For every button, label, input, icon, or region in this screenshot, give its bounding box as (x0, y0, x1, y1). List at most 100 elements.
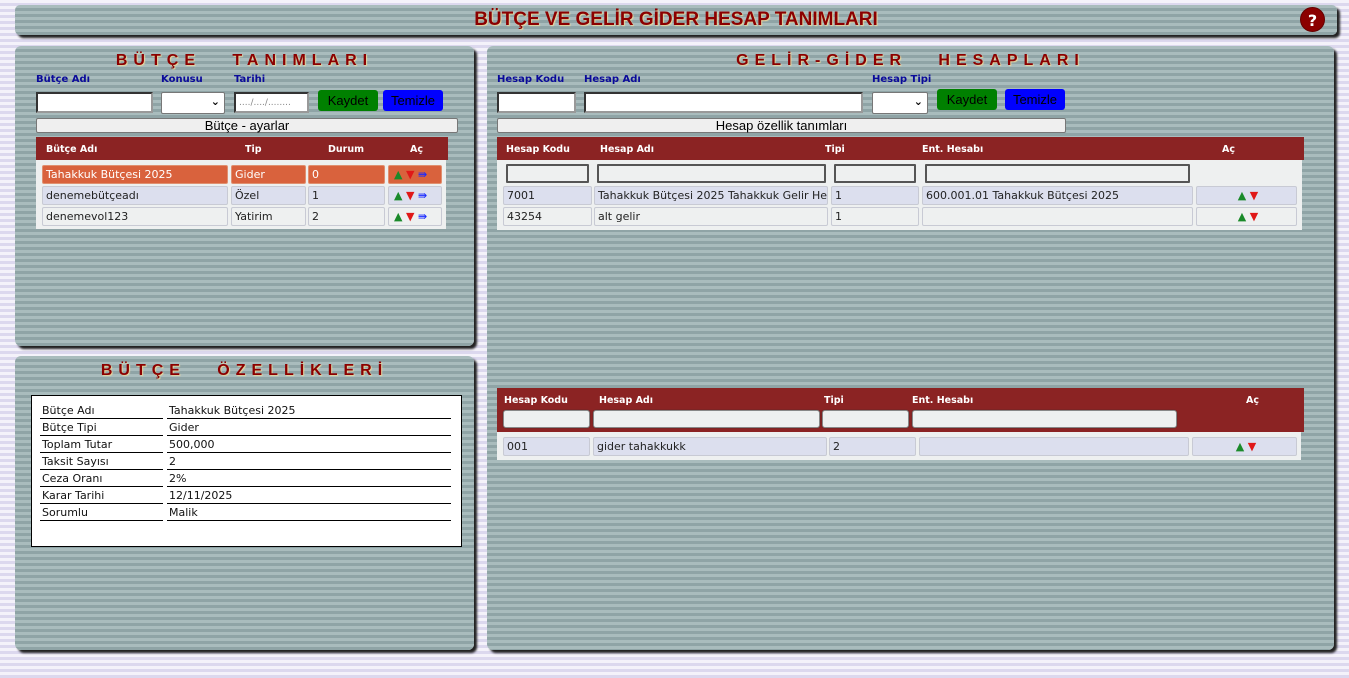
account-code-cell[interactable]: 001 (503, 437, 590, 456)
move-down-icon[interactable]: ▼ (405, 189, 418, 202)
account-type-cell: 1 (831, 186, 919, 205)
subject-select[interactable]: ⌄ (161, 92, 225, 114)
account-clear-button[interactable]: Temizle (1005, 89, 1065, 110)
open-arrow-icon[interactable]: ⇛ (417, 189, 428, 202)
budget-name-cell[interactable]: Tahakkuk Bütçesi 2025 (42, 165, 228, 184)
budget-type-cell: Gider (231, 165, 306, 184)
col-account-code: Hesap Kodu (506, 144, 570, 155)
move-up-icon[interactable]: ▲ (1237, 210, 1250, 223)
clear-button[interactable]: Temizle (383, 90, 443, 111)
property-value: 500,000 (167, 437, 451, 453)
income-table-header: Hesap Kodu Hesap Adı Tipi Ent. Hesabı Aç (497, 137, 1304, 160)
ent-account-cell (919, 437, 1189, 456)
budget-table-body: Tahakkuk Bütçesi 2025 Gider 0 ▲ ▼ ⇛ denemeb… (36, 160, 446, 229)
account-name-label: Hesap Adı (584, 74, 641, 85)
row-actions: ▲ ▼ ⇛ (388, 207, 442, 226)
filter-ent-input[interactable] (925, 164, 1190, 183)
property-value: 12/11/2025 (167, 488, 451, 504)
property-label: Bütçe Adı (40, 403, 163, 419)
budget-type-cell: Yatirim (231, 207, 306, 226)
move-down-icon[interactable]: ▼ (405, 210, 418, 223)
filter-name-input[interactable] (597, 164, 826, 183)
filter-type-input[interactable] (834, 164, 916, 183)
move-up-icon[interactable]: ▲ (1237, 189, 1250, 202)
col-open: Aç (410, 144, 423, 155)
account-code-label: Hesap Kodu (497, 74, 565, 85)
date-label: Tarihi (234, 74, 266, 85)
ent-account-cell (922, 207, 1193, 226)
account-code-input[interactable] (497, 92, 576, 113)
move-up-icon[interactable]: ▲ (394, 168, 406, 181)
budget-definitions-panel: BÜTÇE TANIMLARI Bütçe Adı Konusu Tarihi … (15, 46, 474, 346)
row-actions: ▲ ▼ (1196, 207, 1297, 226)
account-properties-bar[interactable]: Hesap özellik tanımları (497, 118, 1066, 133)
account-type-cell: 2 (829, 437, 916, 456)
save-button[interactable]: Kaydet (318, 90, 378, 111)
move-down-icon[interactable]: ▼ (405, 168, 418, 181)
filter-ent-input[interactable] (912, 410, 1177, 428)
account-code-cell[interactable]: 43254 (503, 207, 592, 226)
property-value: 2 (167, 454, 451, 470)
account-type-cell: 1 (831, 207, 919, 226)
col-account-type: Tipi (825, 144, 845, 155)
properties-box: Bütçe Adı Tahakkuk Bütçesi 2025 Bütçe Tipi… (31, 395, 462, 547)
filter-code-input[interactable] (503, 410, 590, 428)
open-arrow-icon[interactable]: ⇛ (417, 168, 428, 181)
row-actions: ▲ ▼ (1192, 437, 1297, 456)
account-type-select[interactable]: ⌄ (872, 92, 928, 114)
chevron-down-icon: ⌄ (913, 95, 923, 108)
move-up-icon[interactable]: ▲ (394, 210, 406, 223)
chevron-down-icon: ⌄ (210, 95, 220, 108)
account-code-cell[interactable]: 7001 (503, 186, 592, 205)
filter-name-input[interactable] (593, 410, 820, 428)
move-down-icon[interactable]: ▼ (1249, 210, 1259, 223)
accounts-panel-title: GELİR-GİDER HESAPLARI (736, 52, 1085, 69)
property-label: Karar Tarihi (40, 488, 163, 504)
budget-status-cell: 0 (308, 165, 385, 184)
question-icon: ? (1307, 11, 1318, 30)
budget-name-input[interactable] (36, 92, 153, 113)
col-status: Durum (328, 144, 364, 155)
subject-label: Konusu (161, 74, 203, 85)
col-account-type: Tipi (824, 395, 844, 406)
account-type-label: Hesap Tipi (872, 74, 932, 85)
budget-table-header: Bütçe Adı Tip Durum Aç (36, 137, 448, 160)
budget-name-cell[interactable]: denemebütçeadı (42, 186, 228, 205)
filter-code-input[interactable] (506, 164, 589, 183)
col-ent-account: Ent. Hesabı (912, 395, 974, 406)
open-arrow-icon[interactable]: ⇛ (417, 210, 428, 223)
properties-panel-title: BÜTÇE ÖZELLİKLERİ (100, 362, 389, 379)
header-bar: BÜTÇE VE GELİR GİDER HESAP TANIMLARI ? (15, 5, 1337, 35)
account-name-cell: gider tahakkukk (593, 437, 827, 456)
col-open: Aç (1246, 395, 1259, 406)
income-table-body: 7001 Tahakkuk Bütçesi 2025 Tahakkuk Gelir… (497, 160, 1302, 230)
budget-panel-title: BÜTÇE TANIMLARI (115, 52, 374, 69)
date-input[interactable]: ..../..../........ (234, 92, 309, 113)
col-open: Aç (1222, 144, 1235, 155)
property-value: Tahakkuk Bütçesi 2025 (167, 403, 451, 419)
budget-type-cell: Özel (231, 186, 306, 205)
income-expense-accounts-panel: GELİR-GİDER HESAPLARI Hesap Kodu Hesap A… (487, 46, 1334, 650)
budget-name-label: Bütçe Adı (36, 74, 91, 85)
col-account-code: Hesap Kodu (504, 395, 568, 406)
property-label: Toplam Tutar (40, 437, 163, 453)
account-name-cell: Tahakkuk Bütçesi 2025 Tahakkuk Gelir Hes… (594, 186, 828, 205)
budget-name-cell[interactable]: denemevol123 (42, 207, 228, 226)
move-down-icon[interactable]: ▼ (1249, 189, 1259, 202)
help-button[interactable]: ? (1300, 7, 1325, 32)
property-label: Bütçe Tipi (40, 420, 163, 436)
row-actions: ▲ ▼ (1196, 186, 1297, 205)
move-down-icon[interactable]: ▼ (1247, 440, 1257, 453)
col-ent-account: Ent. Hesabı (922, 144, 984, 155)
budget-properties-panel: BÜTÇE ÖZELLİKLERİ Bütçe Adı Tahakkuk Bütç… (15, 356, 474, 650)
row-actions: ▲ ▼ ⇛ (388, 165, 442, 184)
move-up-icon[interactable]: ▲ (394, 189, 406, 202)
move-up-icon[interactable]: ▲ (1235, 440, 1248, 453)
filter-type-input[interactable] (822, 410, 909, 428)
account-save-button[interactable]: Kaydet (937, 89, 997, 110)
property-label: Ceza Oranı (40, 471, 163, 487)
account-name-cell: alt gelir (594, 207, 828, 226)
account-name-input[interactable] (584, 92, 863, 113)
property-value: Malik (167, 505, 451, 521)
budget-settings-bar[interactable]: Bütçe - ayarlar (36, 118, 458, 133)
